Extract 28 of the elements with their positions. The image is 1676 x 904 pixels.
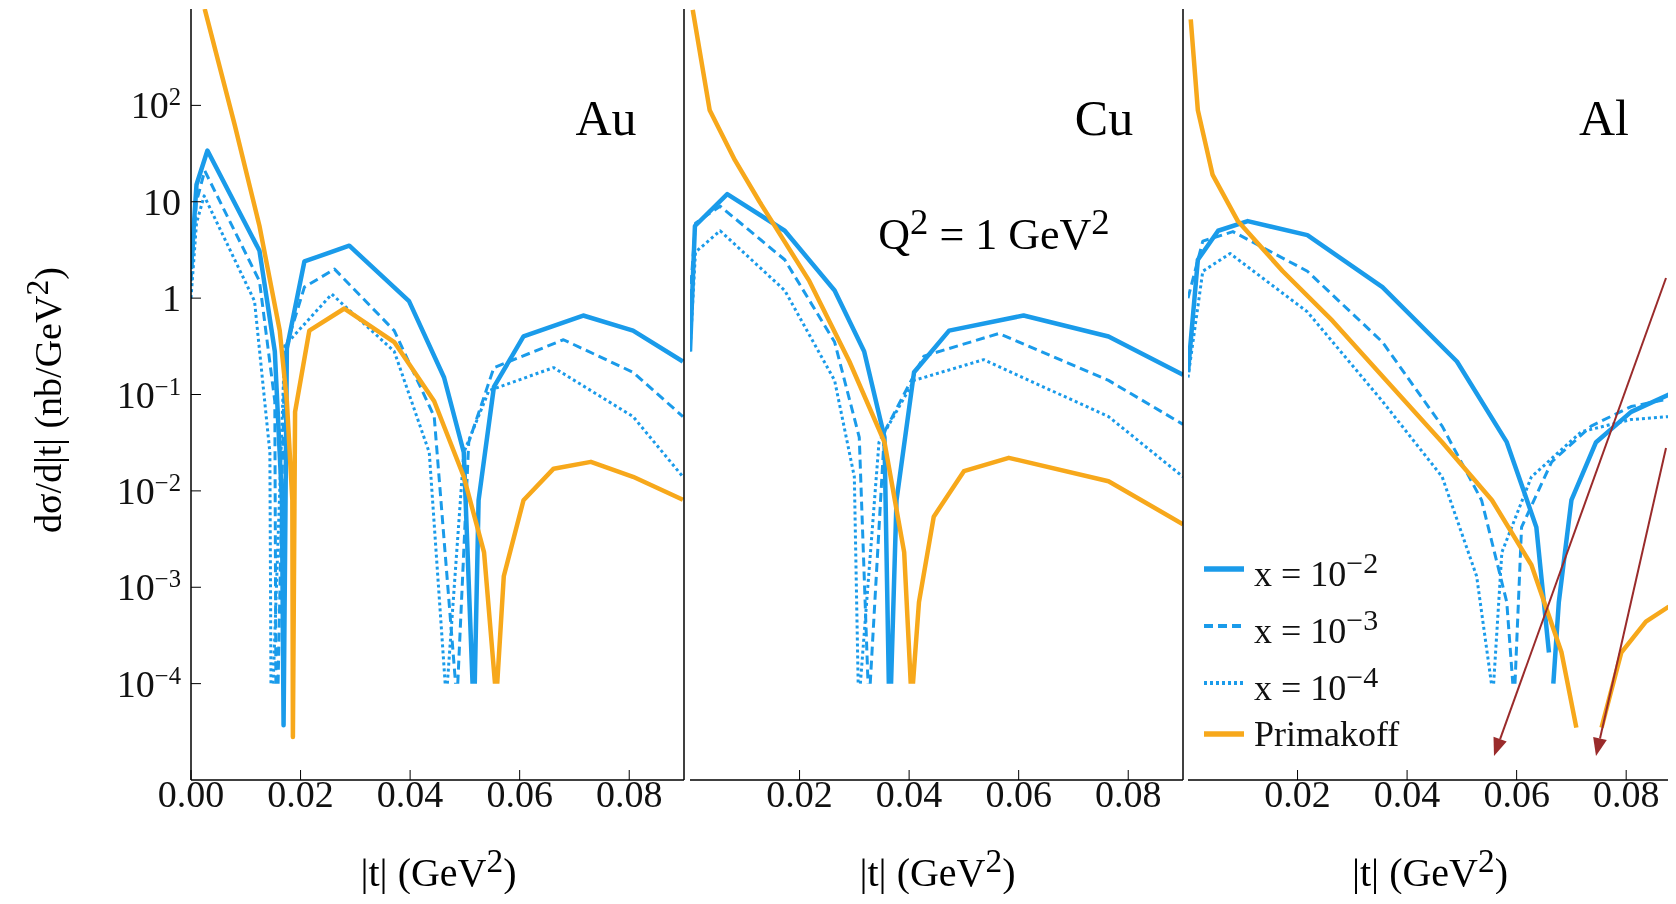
- x-tick-label: 0.06: [486, 773, 553, 816]
- x-tick-label: 0.04: [1373, 773, 1441, 816]
- x-tick-label: 0.04: [875, 773, 943, 816]
- x-tick-label: 0.08: [1094, 773, 1162, 816]
- y-tick-label: 10$^{−2}$: [116, 468, 181, 512]
- legend-label: x = 10$^{−3}$: [1254, 602, 1379, 653]
- y-tick-label: 10$^{−3}$: [116, 564, 181, 609]
- annotation: Cu: [1074, 89, 1134, 147]
- y-tick-label: 10$^{−1}$: [116, 372, 181, 416]
- x-tick-label: 0.00: [157, 773, 225, 816]
- annotation: Q$^{2}$ = 1 GeV$^{2}$: [878, 199, 1110, 261]
- x-tick-label: 0.06: [1483, 773, 1550, 816]
- x-tick-label: 0.06: [985, 773, 1052, 816]
- y-tick-label: 10$^{2}$: [130, 82, 181, 127]
- legend-label: Primakoff: [1254, 713, 1400, 756]
- x-tick-label: 0.04: [376, 773, 444, 816]
- x-tick-label: 0.08: [1592, 773, 1660, 816]
- legend-label: x = 10$^{−4}$: [1254, 659, 1379, 710]
- x-tick-label: 0.02: [766, 773, 833, 816]
- x-tick-label: 0.02: [1264, 773, 1331, 816]
- x-tick-label: 0.02: [267, 773, 334, 816]
- y-tick-label: 1: [162, 277, 181, 320]
- y-tick-label: 10$^{−4}$: [116, 661, 181, 705]
- annotation: Au: [575, 89, 637, 147]
- x-tick-label: 0.08: [595, 773, 663, 816]
- annotation: Al: [1579, 89, 1629, 147]
- legend-label: x = 10$^{−2}$: [1254, 545, 1379, 596]
- y-tick-label: 10: [143, 180, 181, 223]
